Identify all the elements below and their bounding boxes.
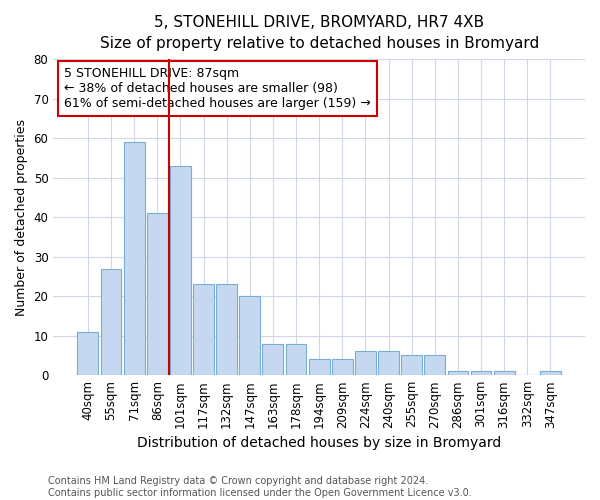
Bar [309, 360, 329, 375]
Text: 5 STONEHILL DRIVE: 87sqm
← 38% of detached houses are smaller (98)
61% of semi-d: 5 STONEHILL DRIVE: 87sqm ← 38% of detach… [64, 67, 371, 110]
Bar [101, 268, 121, 375]
Bar [494, 371, 515, 375]
Bar [124, 142, 145, 375]
Y-axis label: Number of detached properties: Number of detached properties [15, 118, 28, 316]
Bar [424, 356, 445, 375]
Bar [470, 371, 491, 375]
Bar [170, 166, 191, 375]
Bar [147, 213, 167, 375]
Bar [355, 352, 376, 375]
Bar [378, 352, 399, 375]
Text: Contains HM Land Registry data © Crown copyright and database right 2024.
Contai: Contains HM Land Registry data © Crown c… [48, 476, 472, 498]
Bar [286, 344, 307, 375]
Bar [216, 284, 237, 375]
Bar [239, 296, 260, 375]
Title: 5, STONEHILL DRIVE, BROMYARD, HR7 4XB
Size of property relative to detached hous: 5, STONEHILL DRIVE, BROMYARD, HR7 4XB Si… [100, 15, 539, 51]
Bar [77, 332, 98, 375]
X-axis label: Distribution of detached houses by size in Bromyard: Distribution of detached houses by size … [137, 436, 501, 450]
Bar [193, 284, 214, 375]
Bar [540, 371, 561, 375]
Bar [332, 360, 353, 375]
Bar [448, 371, 469, 375]
Bar [262, 344, 283, 375]
Bar [401, 356, 422, 375]
